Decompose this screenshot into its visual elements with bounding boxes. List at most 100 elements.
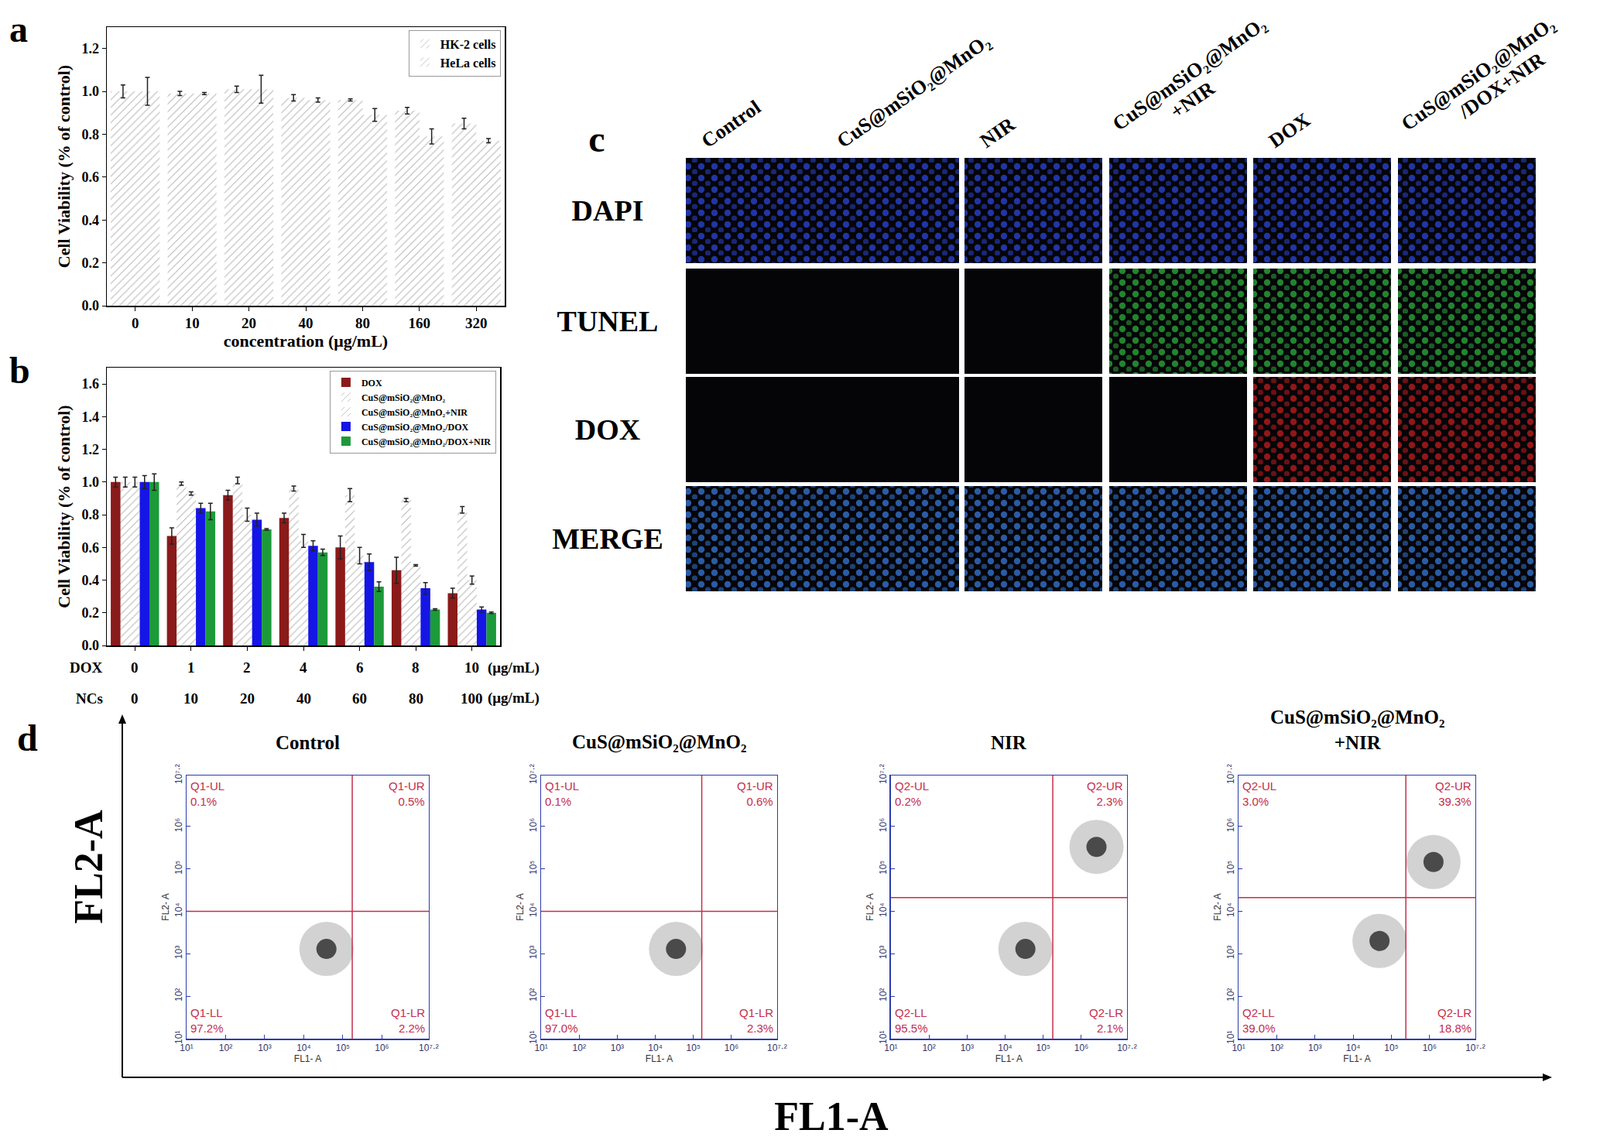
svg-text:10⁷·²: 10⁷·²: [1116, 1042, 1138, 1054]
svg-text:10⁴: 10⁴: [1346, 1042, 1361, 1054]
svg-text:DOX: DOX: [69, 659, 103, 676]
svg-text:0.4: 0.4: [81, 212, 100, 229]
svg-text:10⁷·²: 10⁷·²: [1225, 764, 1237, 785]
svg-text:10⁴: 10⁴: [296, 1042, 312, 1054]
svg-text:1.2: 1.2: [81, 41, 100, 57]
svg-text:10⁵: 10⁵: [527, 860, 539, 875]
svg-text:2: 2: [243, 659, 251, 676]
svg-text:40: 40: [296, 690, 312, 707]
svg-text:20: 20: [239, 690, 255, 707]
svg-text:FL2- A: FL2- A: [160, 893, 172, 921]
svg-text:10⁴: 10⁴: [173, 902, 185, 918]
svg-text:10¹: 10¹: [883, 1042, 898, 1054]
svg-text:FL1- A: FL1- A: [294, 1053, 322, 1065]
svg-text:10⁷·²: 10⁷·²: [877, 764, 889, 785]
svg-text:10¹: 10¹: [173, 1031, 185, 1045]
svg-text:FL2- A: FL2- A: [514, 893, 526, 921]
svg-text:c: c: [588, 118, 605, 160]
svg-text:10³: 10³: [610, 1042, 624, 1054]
svg-text:10²: 10²: [572, 1042, 586, 1054]
svg-text:1.0: 1.0: [81, 474, 100, 490]
svg-text:10³: 10³: [960, 1042, 974, 1054]
svg-text:(μg/mL): (μg/mL): [487, 659, 540, 677]
svg-text:concentration (μg/mL): concentration (μg/mL): [223, 331, 388, 351]
svg-text:0: 0: [131, 315, 140, 332]
svg-text:80: 80: [408, 690, 424, 707]
svg-text:1: 1: [187, 659, 196, 676]
svg-text:FL2-A: FL2-A: [66, 809, 111, 925]
svg-text:1.0: 1.0: [81, 83, 100, 100]
svg-text:DOX: DOX: [575, 413, 641, 446]
svg-text:CuS@mSiO₂@MnO₂+NIR: CuS@mSiO₂@MnO₂+NIR: [1108, 12, 1284, 155]
svg-text:(μg/mL): (μg/mL): [487, 689, 540, 707]
svg-text:0: 0: [130, 659, 139, 676]
svg-text:10⁵: 10⁵: [173, 860, 185, 875]
svg-text:Q2-LR18.8%: Q2-LR18.8%: [1437, 1006, 1472, 1035]
svg-text:10⁷·²: 10⁷·²: [1465, 1042, 1486, 1054]
svg-text:10⁷·²: 10⁷·²: [173, 764, 185, 785]
svg-text:0.6: 0.6: [81, 169, 100, 186]
svg-text:MERGE: MERGE: [551, 522, 664, 556]
svg-text:8: 8: [411, 659, 420, 676]
svg-text:6: 6: [356, 659, 364, 676]
svg-text:FL2- A: FL2- A: [1212, 893, 1224, 921]
svg-text:10⁶: 10⁶: [1422, 1042, 1437, 1054]
svg-text:10¹: 10¹: [179, 1042, 193, 1054]
svg-text:10³: 10³: [173, 945, 185, 960]
svg-text:10³: 10³: [527, 945, 539, 960]
svg-text:0.6: 0.6: [81, 540, 100, 556]
svg-text:10²: 10²: [1270, 1042, 1284, 1054]
svg-text:10: 10: [183, 690, 199, 707]
svg-text:10⁷·²: 10⁷·²: [767, 1042, 788, 1054]
svg-text:Q1-UR0.5%: Q1-UR0.5%: [388, 779, 425, 809]
svg-text:10²: 10²: [921, 1042, 936, 1054]
svg-text:10: 10: [185, 315, 200, 332]
svg-text:40: 40: [298, 315, 314, 332]
svg-text:4: 4: [299, 659, 308, 676]
svg-text:0.2: 0.2: [81, 255, 100, 271]
svg-text:CuS@mSiO₂@MnO₂: CuS@mSiO₂@MnO₂: [572, 731, 747, 754]
svg-text:10²: 10²: [219, 1042, 233, 1054]
svg-text:0: 0: [130, 690, 139, 707]
svg-text:NIR: NIR: [976, 113, 1020, 153]
svg-text:NIR: NIR: [990, 732, 1028, 754]
svg-text:10⁶: 10⁶: [877, 818, 889, 833]
svg-text:10¹: 10¹: [877, 1031, 889, 1045]
svg-text:10⁶: 10⁶: [1074, 1042, 1089, 1054]
svg-text:CuS@mSiO₂@MnO₂/DOX: CuS@mSiO₂@MnO₂/DOX: [361, 421, 470, 433]
svg-text:10⁶: 10⁶: [173, 818, 185, 833]
svg-text:CuS@mSiO₂@MnO₂+NIR: CuS@mSiO₂@MnO₂+NIR: [361, 407, 468, 418]
svg-text:160: 160: [408, 315, 432, 332]
svg-text:10⁵: 10⁵: [1036, 1042, 1051, 1054]
svg-text:10¹: 10¹: [534, 1042, 548, 1054]
svg-text:Q2-UR2.3%: Q2-UR2.3%: [1086, 779, 1124, 809]
svg-text:80: 80: [355, 315, 371, 332]
svg-text:10¹: 10¹: [1231, 1042, 1245, 1054]
svg-text:FL1- A: FL1- A: [1343, 1053, 1371, 1065]
svg-text:NCs: NCs: [75, 690, 103, 707]
svg-text:0.2: 0.2: [81, 605, 100, 621]
svg-text:Q2-UL0.2%: Q2-UL0.2%: [894, 779, 929, 809]
svg-text:Control: Control: [697, 95, 765, 153]
svg-text:CuS@mSiO₂@MnO₂/DOX+NIR: CuS@mSiO₂@MnO₂/DOX+NIR: [1397, 12, 1573, 155]
svg-text:Q1-LR2.3%: Q1-LR2.3%: [739, 1006, 774, 1035]
svg-text:10⁷·²: 10⁷·²: [418, 1042, 439, 1054]
svg-text:10⁶: 10⁶: [724, 1042, 739, 1054]
svg-text:10: 10: [464, 659, 480, 676]
svg-text:1.6: 1.6: [81, 376, 100, 392]
svg-text:10⁴: 10⁴: [997, 1042, 1013, 1054]
svg-text:10¹: 10¹: [527, 1031, 539, 1045]
svg-text:TUNEL: TUNEL: [557, 304, 659, 338]
svg-text:10²: 10²: [173, 988, 185, 1002]
svg-text:10⁶: 10⁶: [527, 818, 539, 833]
svg-text:10⁶: 10⁶: [374, 1042, 389, 1054]
svg-text:Q1-UL0.1%: Q1-UL0.1%: [190, 779, 225, 809]
svg-text:Q1-LL97.0%: Q1-LL97.0%: [544, 1006, 579, 1035]
svg-text:10⁴: 10⁴: [647, 1042, 663, 1054]
svg-text:0.8: 0.8: [81, 507, 100, 523]
svg-text:10²: 10²: [527, 988, 539, 1002]
svg-text:Q1-LR2.2%: Q1-LR2.2%: [390, 1006, 425, 1035]
svg-text:60: 60: [352, 690, 367, 707]
svg-text:Cell Viability (% of control): Cell Viability (% of control): [54, 65, 74, 268]
svg-text:10⁵: 10⁵: [686, 1042, 701, 1054]
